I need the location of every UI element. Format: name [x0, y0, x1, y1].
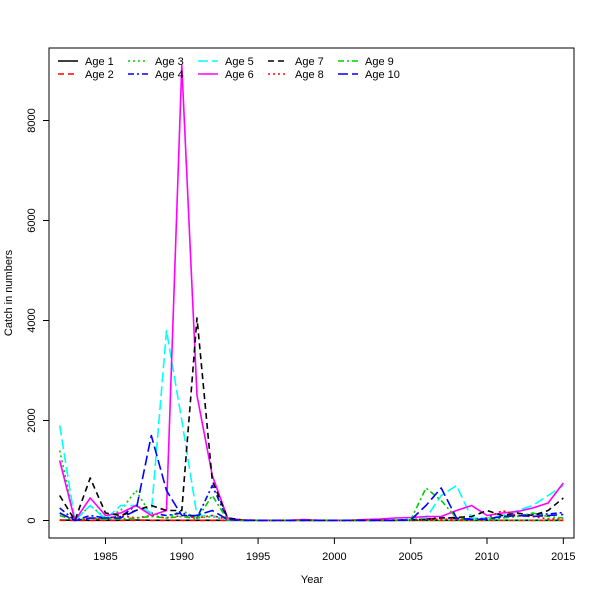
legend-label-age-3: Age 3 — [155, 56, 184, 68]
y-tick-label: 2000 — [26, 408, 38, 432]
series-line-age-7 — [59, 317, 564, 522]
legend-label-age-1: Age 1 — [85, 56, 114, 68]
legend-label-age-2: Age 2 — [85, 69, 114, 81]
y-axis: 0 2000 4000 6000 8000 — [26, 108, 50, 524]
y-tick-label: 6000 — [26, 208, 38, 232]
series-line-age-6 — [58, 64, 564, 522]
x-tick-label: 2010 — [475, 551, 499, 563]
x-axis-label: Year — [301, 574, 324, 586]
legend-label-age-4: Age 4 — [155, 69, 184, 81]
x-tick-label: 2005 — [398, 551, 422, 563]
y-tick-label: 8000 — [26, 108, 38, 132]
y-axis-label: Catch in numbers — [3, 249, 15, 336]
legend-label-age-8: Age 8 — [295, 69, 324, 81]
plot-frame — [48, 47, 575, 539]
legend-label-age-5: Age 5 — [225, 56, 254, 68]
legend-label-age-10: Age 10 — [365, 69, 400, 81]
legend-label-age-7: Age 7 — [295, 56, 324, 68]
y-tick-label: 4000 — [26, 308, 38, 332]
x-tick-label: 1995 — [246, 551, 270, 563]
x-tick-label: 2000 — [322, 551, 346, 563]
legend-label-age-9: Age 9 — [365, 56, 394, 68]
y-tick-label: 0 — [26, 517, 38, 523]
x-tick-label: 2015 — [551, 551, 575, 563]
series-line-age-5 — [58, 329, 564, 522]
series-line-age-10 — [59, 434, 564, 522]
x-tick-label: 1990 — [170, 551, 194, 563]
series-layer — [58, 64, 564, 522]
x-tick-label: 1985 — [93, 551, 117, 563]
x-axis: 1985 1990 1995 2000 2005 2010 2015 — [93, 537, 576, 563]
legend-label-age-6: Age 6 — [225, 69, 254, 81]
